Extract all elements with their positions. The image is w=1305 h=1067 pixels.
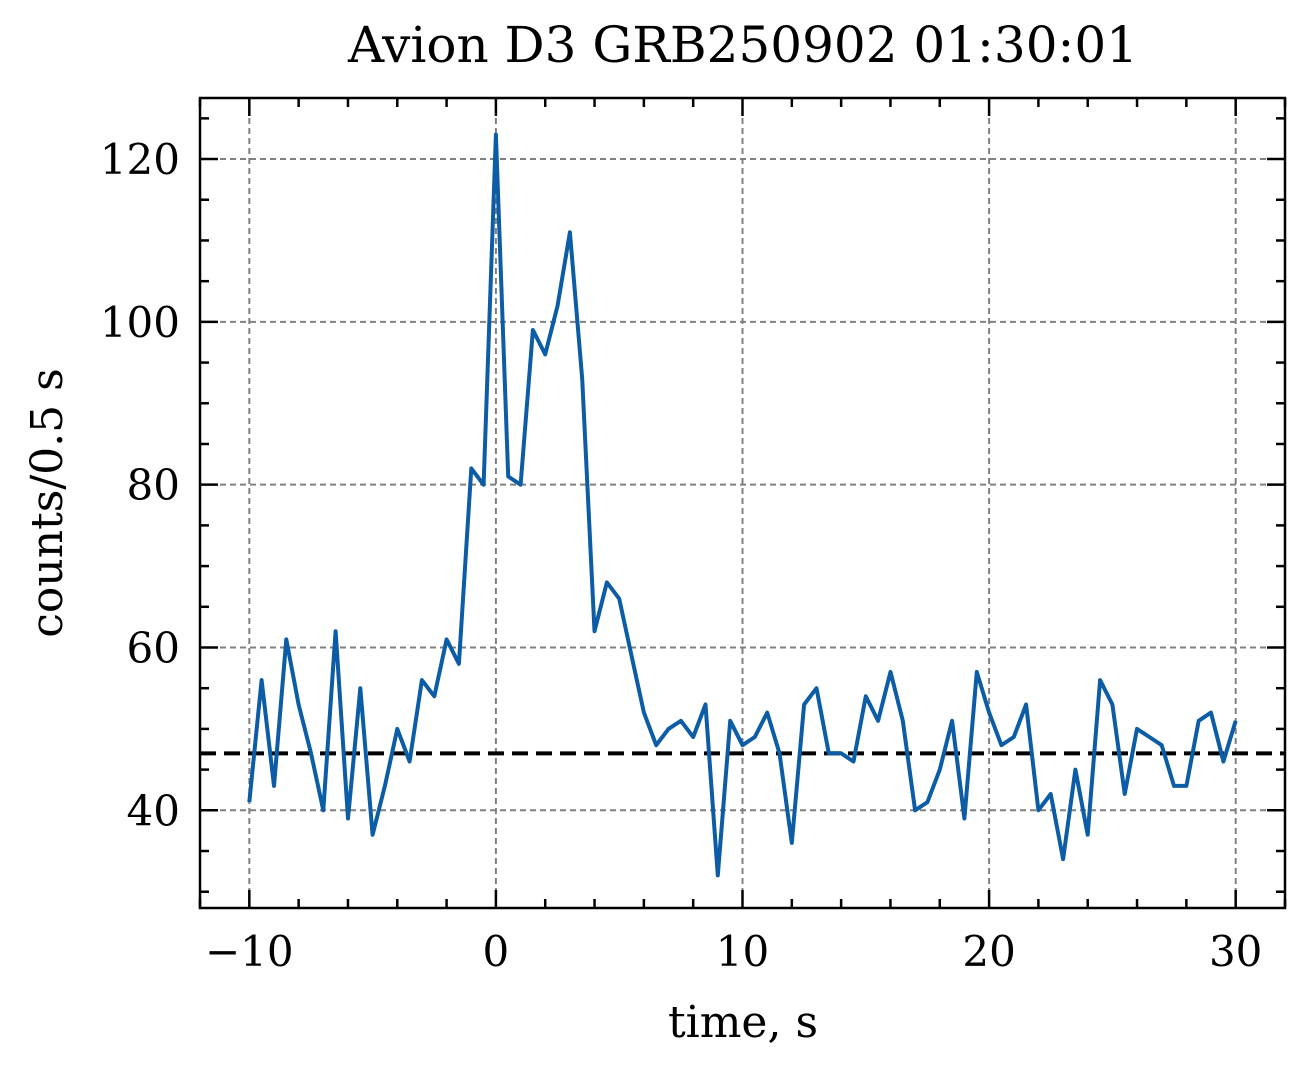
y-axis-label: counts/0.5 s (22, 368, 73, 637)
y-tick-labels: 40 60 80 100 120 (100, 135, 180, 835)
series-group (247, 132, 1238, 878)
y-tick-label: 40 (127, 786, 180, 835)
y-tick-label: 120 (100, 135, 180, 184)
chart-title: Avion D3 GRB250902 01:30:01 (347, 16, 1138, 74)
x-axis-label: time, s (668, 997, 818, 1048)
y-tick-label: 100 (100, 298, 180, 347)
y-tick-label: 60 (127, 623, 180, 672)
x-tick-label: −10 (205, 927, 294, 976)
x-tick-label: 20 (962, 927, 1015, 976)
x-tick-label: 0 (483, 927, 510, 976)
y-tick-label: 80 (127, 461, 180, 510)
grid-lines (200, 98, 1285, 908)
axis-ticks (198, 98, 1287, 908)
x-tick-label: 10 (716, 927, 769, 976)
x-tick-label: 30 (1209, 927, 1262, 976)
x-tick-labels: −10 0 10 20 30 (205, 927, 1262, 976)
series-line-0 (247, 132, 1238, 878)
